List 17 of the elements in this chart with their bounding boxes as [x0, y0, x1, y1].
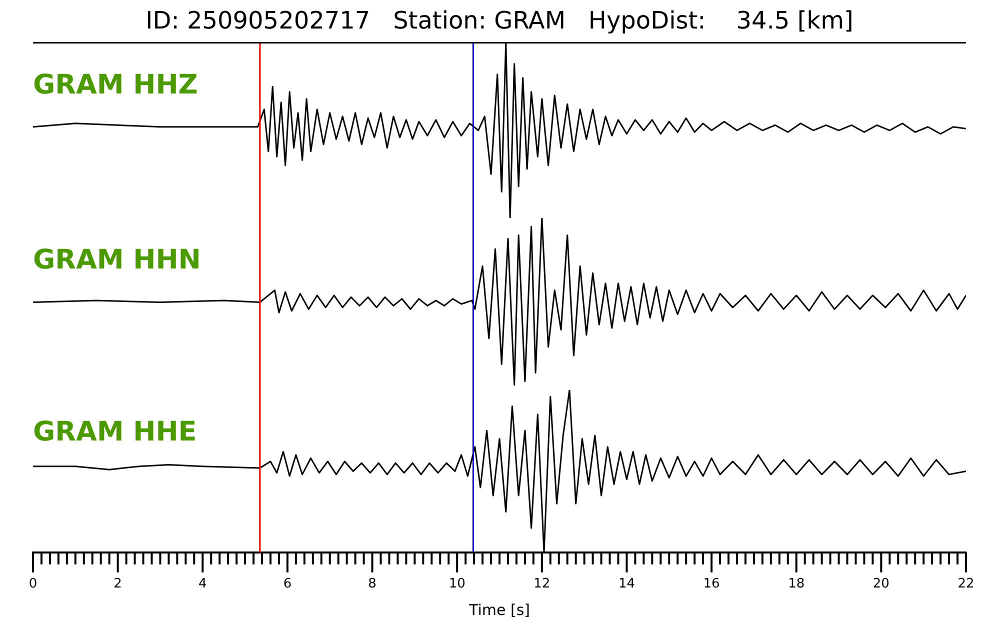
x-tick-label: 4 [198, 576, 207, 592]
series-label: GRAM HHE [33, 416, 197, 448]
x-tick-label: 18 [788, 576, 805, 592]
x-tick-label: 14 [618, 576, 635, 592]
series-label: GRAM HHZ [33, 69, 198, 100]
x-axis-title: Time [s] [468, 600, 530, 619]
x-tick-label: 22 [958, 576, 974, 592]
x-tick-label: 10 [448, 576, 466, 592]
x-tick-label: 16 [703, 576, 720, 592]
x-tick-label: 0 [28, 576, 38, 592]
x-tick-label: 2 [114, 576, 122, 592]
x-tick-label: 12 [534, 576, 550, 592]
x-tick-label: 6 [283, 576, 292, 592]
series-label: GRAM HHN [33, 244, 201, 276]
chart-title: ID: 250905202717 Station: GRAM HypoDist: 34.5 [km] [146, 6, 854, 35]
x-tick-label: 8 [368, 576, 376, 592]
x-tick-label: 20 [872, 576, 890, 592]
